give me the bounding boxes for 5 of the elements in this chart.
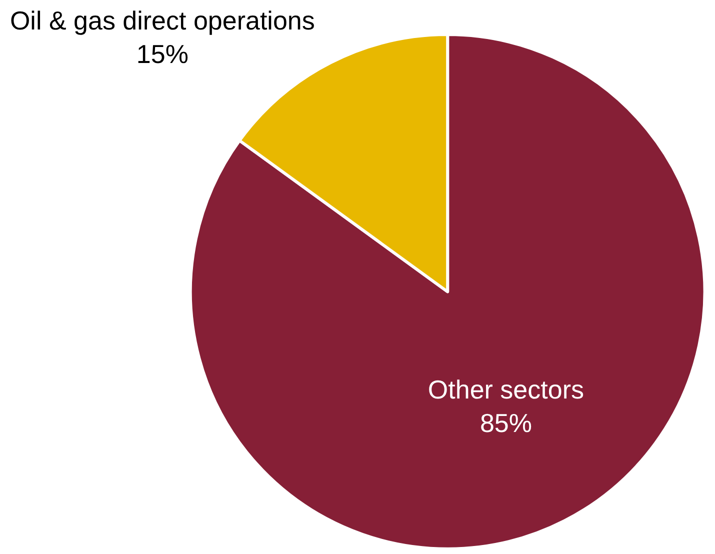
slice-label: Oil & gas direct operations: [10, 5, 315, 36]
slice-label: Other sectors: [428, 374, 584, 404]
data-label: 85%: [480, 408, 532, 438]
pie-slice: [188, 33, 706, 550]
data-label: 15%: [136, 39, 188, 70]
